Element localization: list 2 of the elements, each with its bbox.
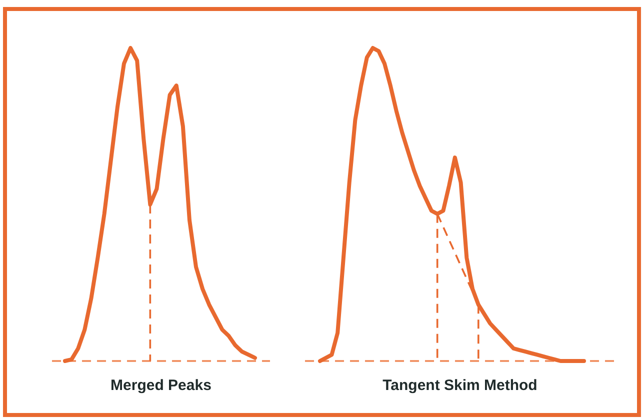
x-axis-title: Merged Peaks (110, 377, 212, 394)
x-axis-title: Tangent Skim Method (382, 377, 538, 394)
